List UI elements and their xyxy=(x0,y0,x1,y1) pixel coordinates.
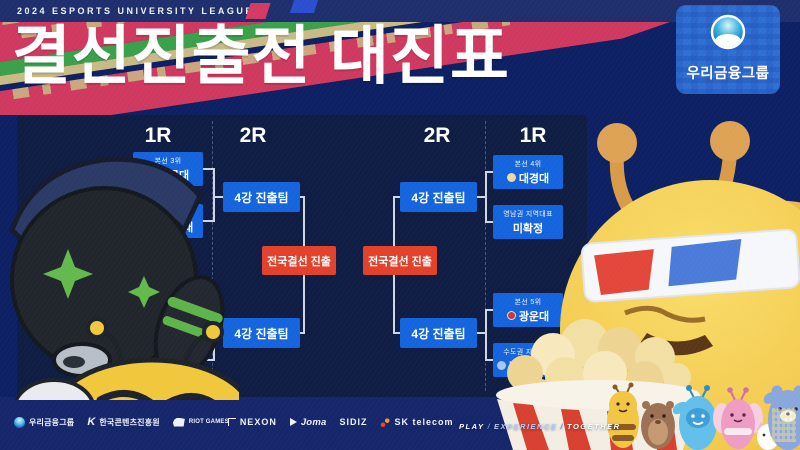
team-logo-icon xyxy=(496,361,506,370)
team-box-kwangwoon: 본선 5위 광운대 xyxy=(493,293,563,327)
bracket-line xyxy=(487,309,493,311)
team-box-undecided: 영남권 지역대표 미확정 xyxy=(493,205,563,239)
tagline-word: TOGETHER xyxy=(567,422,621,431)
mascot-lineup xyxy=(607,382,800,450)
woori-badge: 우리금융그룹 xyxy=(676,5,780,94)
bee-robot-mascot xyxy=(9,156,239,400)
sponsor-label: SIDIZ xyxy=(339,417,368,427)
semifinal-box: 4강 진출팀 xyxy=(223,182,300,212)
team-logo-icon xyxy=(506,311,516,320)
sponsor-label: 한국콘텐츠진흥원 xyxy=(99,417,160,427)
sponsor-riot-games: RIOT GAMES xyxy=(172,417,229,427)
semifinal-box: 4강 진출팀 xyxy=(400,182,477,212)
sponsor-sk-telecom: SK telecom xyxy=(380,417,453,427)
tagline-separator: / xyxy=(487,422,492,431)
glitch-shape-red xyxy=(245,3,271,19)
top-bar: 2024 ESPORTS UNIVERSITY LEAGUE xyxy=(0,0,800,22)
bracket-line xyxy=(485,309,487,361)
mole-character xyxy=(641,401,675,449)
tagline-separator: / xyxy=(560,422,564,431)
header-band: 결선진출전 대진표 xyxy=(0,22,800,115)
bracket-line xyxy=(215,196,223,198)
bracket-line xyxy=(213,168,215,222)
woori-badge-label: 우리금융그룹 xyxy=(686,66,770,82)
sk-butterfly-icon xyxy=(380,417,391,427)
round-header-2r-right: 2R xyxy=(423,124,451,147)
pixel-emblem xyxy=(772,408,796,442)
sponsor-joma: Joma xyxy=(289,416,327,428)
semifinal-box: 4강 진출팀 xyxy=(223,318,300,348)
sponsor-label: SK telecom xyxy=(394,417,454,427)
joma-icon xyxy=(289,418,297,426)
tagline: PLAY / EXPERIENCE / TOGETHER xyxy=(459,422,621,431)
woori-icon xyxy=(14,416,25,428)
team-name: 대경대 xyxy=(518,172,550,185)
bracket-line xyxy=(300,196,304,198)
sponsor-label: Joma xyxy=(300,416,327,428)
team-seed: 수도권 지역대표 xyxy=(503,348,553,356)
advance-box-left: 전국결선 진출 xyxy=(262,246,336,275)
bracket-line xyxy=(487,359,493,361)
bracket-line xyxy=(394,196,400,198)
team-seed: 영남권 지역대표 xyxy=(503,210,553,218)
woori-logo-icon xyxy=(710,14,746,50)
team-name: 광운대 xyxy=(518,310,550,323)
sponsor-sidiz: SIDIZ xyxy=(339,417,367,427)
bracket-line xyxy=(485,171,487,223)
team-box-daekyung: 본선 4위 대경대 xyxy=(493,155,563,189)
riot-fist-icon xyxy=(172,417,185,427)
sponsor-nexon: NEXON xyxy=(227,417,277,427)
bracket-line xyxy=(300,332,304,334)
3d-glasses-icon xyxy=(580,228,800,303)
sponsor-label: RIOT GAMES xyxy=(188,419,229,425)
sponsor-label: NEXON xyxy=(239,417,277,427)
team-seed: 본선 5위 xyxy=(514,298,542,306)
tagline-word: EXPERIENCE xyxy=(494,422,558,431)
bracket-line xyxy=(394,332,400,334)
team-seed: 본선 4위 xyxy=(514,160,542,168)
sponsor-row: 우리금융그룹 K 한국콘텐츠진흥원 RIOT GAMES NEXON Joma … xyxy=(14,416,454,428)
advance-box-right: 전국결선 진출 xyxy=(363,246,437,275)
round-header-2r-left: 2R xyxy=(239,124,267,147)
column-divider xyxy=(485,121,486,391)
sponsor-kocca: K 한국콘텐츠진흥원 xyxy=(87,416,159,428)
blue-bug-character xyxy=(672,385,717,450)
team-logo-icon xyxy=(506,173,516,182)
bracket-line xyxy=(477,332,485,334)
pink-bee-character xyxy=(713,387,763,449)
blue-bear-character xyxy=(763,385,800,450)
column-divider xyxy=(212,121,213,391)
page-title: 결선진출전 대진표 xyxy=(12,20,510,92)
bracket-line xyxy=(487,171,493,173)
team-seed: 본선 3위 xyxy=(154,157,182,165)
team-name: 미확정 xyxy=(512,222,544,235)
bracket-line xyxy=(203,168,213,170)
bracket-line xyxy=(477,196,485,198)
bracket-line xyxy=(203,220,213,222)
league-name: 2024 ESPORTS UNIVERSITY LEAGUE xyxy=(17,6,254,16)
glitch-shape-blue xyxy=(289,0,319,13)
bracket-line xyxy=(203,359,213,361)
small-bee-character xyxy=(607,382,639,448)
sponsor-woori: 우리금융그룹 xyxy=(14,416,75,428)
tagline-word: PLAY xyxy=(459,422,485,431)
round-header-1r-left: 1R xyxy=(144,124,172,147)
kocca-icon: K xyxy=(87,416,96,428)
sponsor-label: 우리금융그룹 xyxy=(29,417,75,427)
nexon-icon xyxy=(227,418,236,426)
semifinal-box: 4강 진출팀 xyxy=(400,318,477,348)
bracket-line xyxy=(487,221,493,223)
round-header-1r-right: 1R xyxy=(519,124,547,147)
